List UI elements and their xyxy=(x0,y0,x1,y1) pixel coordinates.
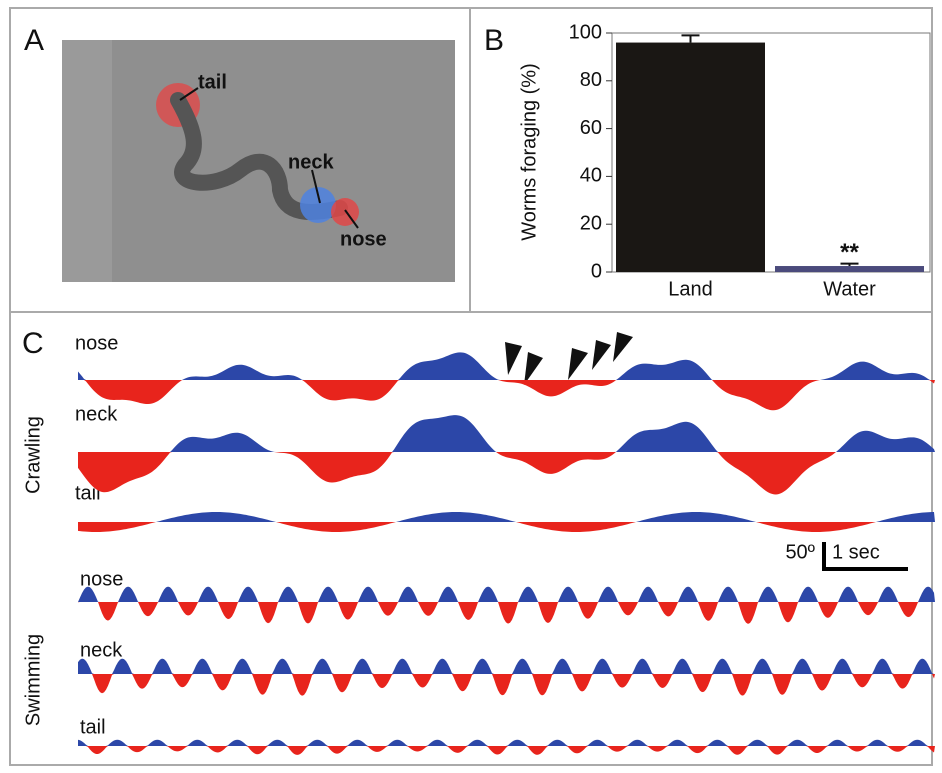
y-tick-label: 80 xyxy=(580,69,602,91)
panel-label: A xyxy=(24,24,44,57)
trace-negative xyxy=(78,522,935,532)
arrowhead xyxy=(613,332,633,362)
annotation: tail xyxy=(198,71,227,93)
trace-label: neck xyxy=(75,403,118,425)
trace-positive xyxy=(78,739,935,746)
y-axis-label: Worms foraging (%) xyxy=(518,63,540,240)
error-bar xyxy=(840,262,859,267)
trace-label: nose xyxy=(75,332,118,354)
worm-body xyxy=(170,92,348,220)
trace-label: tail xyxy=(80,716,106,738)
trace-positive xyxy=(78,658,935,674)
significance: ** xyxy=(840,239,859,266)
panel-label: C xyxy=(22,327,44,360)
y-tick-label: 60 xyxy=(580,117,602,139)
trace-positive xyxy=(78,586,935,602)
trace-positive xyxy=(78,352,935,380)
arrowhead xyxy=(505,342,522,375)
pointer xyxy=(311,169,321,204)
x-tick-label: Water xyxy=(823,278,876,300)
bar-chart: 0 20 40 60 80 100 Land Water ** xyxy=(569,21,924,300)
image-edge xyxy=(62,40,112,282)
group-label: Crawling xyxy=(22,416,44,494)
pointer xyxy=(179,87,199,101)
y-tick-label: 100 xyxy=(569,21,602,43)
x-tick-label: Land xyxy=(668,278,713,300)
traces xyxy=(78,352,935,755)
plot-frame xyxy=(611,32,931,273)
scale-angle: 50º xyxy=(785,541,815,563)
y-tick-label: 0 xyxy=(591,260,602,282)
trace-negative xyxy=(78,380,935,411)
arrowheads xyxy=(505,332,633,385)
bar xyxy=(616,42,765,273)
arrowhead xyxy=(524,352,543,385)
trace-negative xyxy=(78,452,935,495)
trace-negative xyxy=(78,602,935,624)
arrowhead xyxy=(592,340,611,370)
neck-marker xyxy=(300,187,336,223)
trace-negative xyxy=(78,674,935,696)
y-tick-label: 40 xyxy=(580,165,602,187)
bar xyxy=(775,266,924,272)
trace-label: nose xyxy=(80,568,123,590)
trace-negative xyxy=(78,746,935,755)
group-label: Swimming xyxy=(22,634,44,726)
scale-time: 1 sec xyxy=(832,541,880,563)
error-bar xyxy=(681,34,700,43)
scale-bar xyxy=(822,542,908,571)
pointer xyxy=(344,209,359,229)
nose-marker xyxy=(331,198,359,226)
arrowhead xyxy=(568,348,588,380)
y-tick-label: 20 xyxy=(580,212,602,234)
trace-label: tail xyxy=(75,482,101,504)
annotation: nose xyxy=(340,228,387,250)
trace-label: neck xyxy=(80,639,123,661)
panel-label: B xyxy=(484,24,504,57)
trace-positive xyxy=(78,415,935,452)
annotation: neck xyxy=(288,151,334,173)
trace-positive xyxy=(78,512,935,522)
